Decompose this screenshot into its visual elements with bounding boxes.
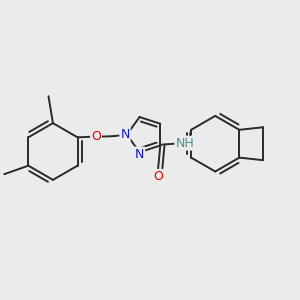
Text: NH: NH bbox=[176, 136, 194, 150]
Text: O: O bbox=[91, 130, 101, 143]
Text: N: N bbox=[120, 128, 130, 141]
Text: N: N bbox=[135, 148, 144, 160]
Text: O: O bbox=[153, 170, 163, 183]
